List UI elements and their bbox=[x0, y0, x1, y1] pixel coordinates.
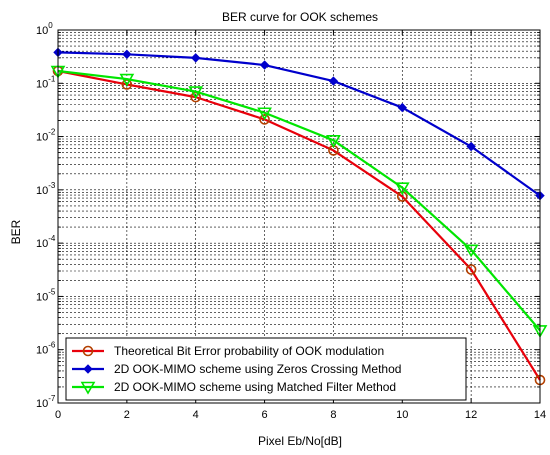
data-point bbox=[188, 86, 204, 100]
x-tick-label: 14 bbox=[534, 409, 546, 421]
y-tick-label: 10-2 bbox=[36, 128, 56, 144]
data-point bbox=[328, 76, 339, 86]
legend-item: 2D OOK-MIMO scheme using Matched Filter … bbox=[72, 380, 396, 395]
y-tick-label: 100 bbox=[36, 21, 53, 37]
data-point bbox=[463, 244, 479, 258]
series-line bbox=[57, 69, 541, 381]
legend: Theoretical Bit Error probability of OOK… bbox=[65, 337, 467, 401]
data-point bbox=[259, 60, 270, 70]
x-tick-label: 2 bbox=[124, 409, 130, 421]
x-tick-label: 0 bbox=[55, 409, 61, 421]
data-point bbox=[259, 114, 270, 125]
data-point bbox=[465, 264, 477, 275]
data-point bbox=[326, 135, 341, 148]
legend-marker bbox=[80, 381, 96, 395]
legend-item: Theoretical Bit Error probability of OOK… bbox=[72, 344, 384, 358]
series-line bbox=[57, 69, 541, 332]
data-point bbox=[122, 49, 132, 60]
x-tick-label: 8 bbox=[330, 409, 336, 421]
series-2 bbox=[53, 47, 545, 201]
data-point bbox=[466, 141, 476, 152]
legend-label: 2D OOK-MIMO scheme using Zeros Crossing … bbox=[114, 362, 401, 376]
x-tick-label: 6 bbox=[262, 409, 268, 421]
legend-marker bbox=[82, 345, 94, 357]
legend-box bbox=[65, 337, 467, 401]
data-point bbox=[397, 102, 407, 113]
x-tick-label: 4 bbox=[193, 409, 199, 421]
y-axis-label: BER bbox=[9, 219, 23, 244]
y-tick-label: 10-4 bbox=[36, 234, 56, 250]
x-tick-label: 10 bbox=[396, 409, 408, 421]
x-tick-label: 12 bbox=[465, 409, 477, 421]
legend-marker bbox=[83, 364, 93, 374]
chart-title: BER curve for OOK schemes bbox=[222, 10, 378, 24]
y-tick-label: 10-5 bbox=[36, 287, 56, 303]
legend-label: Theoretical Bit Error probability of OOK… bbox=[114, 344, 384, 358]
legend-label: 2D OOK-MIMO scheme using Matched Filter … bbox=[114, 380, 396, 394]
data-point bbox=[119, 73, 135, 87]
y-tick-label: 10-7 bbox=[36, 394, 56, 410]
data-point bbox=[191, 53, 201, 63]
data-point bbox=[257, 107, 272, 121]
data-point bbox=[394, 182, 410, 196]
y-tick-label: 10-3 bbox=[36, 181, 56, 197]
data-point bbox=[396, 191, 408, 202]
plot-frame bbox=[57, 29, 541, 404]
y-tick-label: 10-6 bbox=[36, 341, 56, 357]
y-tick-label: 10-1 bbox=[36, 74, 56, 90]
x-axis-label: Pixel Eb/No[dB] bbox=[258, 434, 342, 448]
legend-item: 2D OOK-MIMO scheme using Zeros Crossing … bbox=[72, 362, 401, 376]
series-line bbox=[57, 51, 541, 197]
